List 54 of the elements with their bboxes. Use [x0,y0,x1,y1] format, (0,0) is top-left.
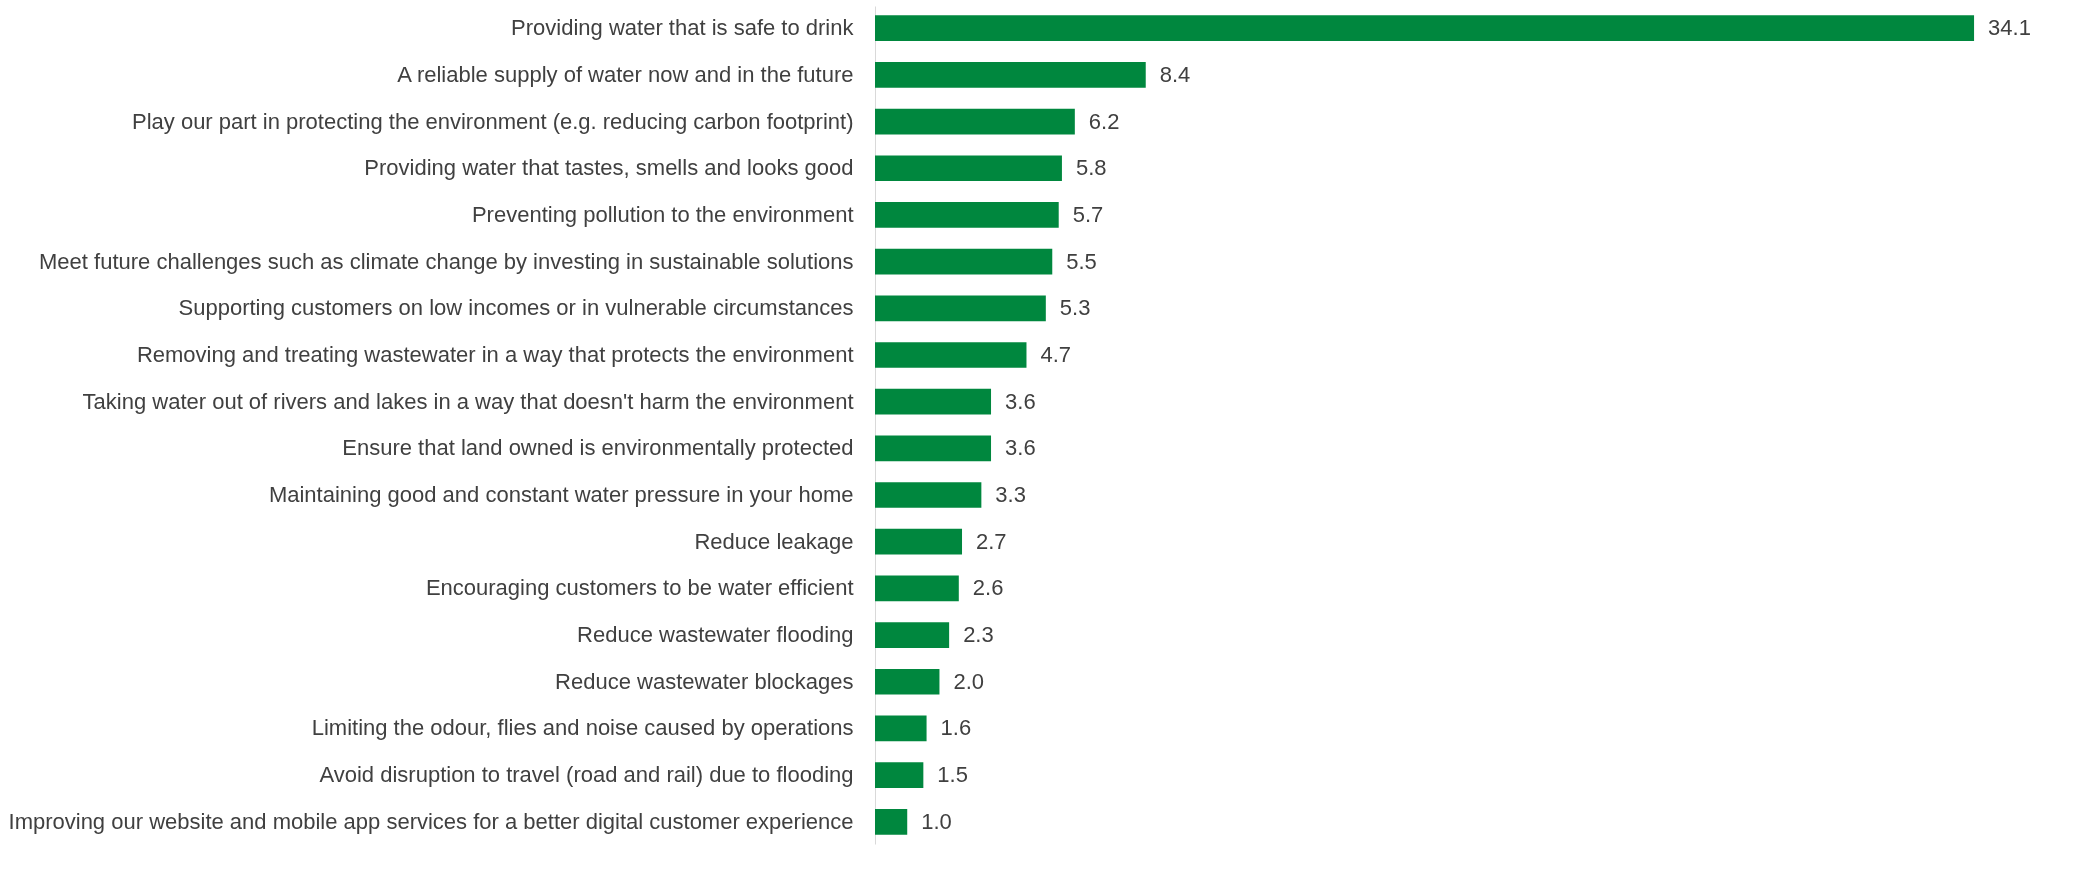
data-label: 5.3 [1059,295,1091,321]
bar [875,715,927,742]
data-label: 1.6 [940,715,972,741]
y-tick-label: Removing and treating wastewater in a way that protects the environment [136,341,854,367]
bar [875,668,940,695]
bar [875,808,908,835]
data-label: 4.7 [1040,341,1072,367]
bar [875,528,963,555]
bar [875,155,1062,182]
y-tick-label: Avoid disruption to travel (road and rail) due to flooding [319,762,854,788]
bar [875,342,1027,368]
y-tick-label: Providing water that is safe to drink [511,15,855,41]
y-tick-label: Meet future challenges such as climate change by investing in sustainable solutions [39,248,854,274]
data-label: 2.3 [963,622,994,648]
data-label: 3.6 [1005,388,1036,414]
y-tick-label: Reduce leakage [694,528,854,554]
y-tick-label: Limiting the odour, flies and noise caused by operations [311,715,854,741]
y-tick-label: Play our part in protecting the environment (e.g. reducing carbon footprint) [131,108,854,134]
bar [875,295,1046,322]
y-tick-label: Encouraging customers to be water efficient [425,575,854,601]
y-tick-label: Preventing pollution to the environment [471,201,854,227]
bar [875,248,1053,275]
data-label: 1.0 [921,808,952,834]
bar [875,388,992,415]
bar [875,435,992,462]
data-label: 2.6 [972,575,1004,601]
bar [875,62,1146,88]
data-label: 3.6 [1005,435,1036,461]
bar [875,482,982,508]
y-tick-label: Reduce wastewater blockages [555,668,854,694]
data-label: 6.2 [1088,108,1120,134]
bar [875,575,959,602]
data-label: 5.8 [1075,155,1107,181]
bar [875,108,1075,135]
data-label: 3.3 [995,482,1026,508]
data-label: 34.1 [1988,15,2031,41]
y-tick-label: Taking water out of rivers and lakes in a way that doesn't harm the environment [82,388,854,414]
bar [875,622,950,648]
data-label: 1.5 [937,762,968,788]
y-tick-label: Providing water that tastes, smells and looks good [364,155,854,181]
data-label: 2.7 [976,528,1007,554]
data-label: 5.7 [1072,201,1104,227]
y-tick-label: Maintaining good and constant water pressure in your home [268,482,854,508]
data-label: 5.5 [1066,248,1097,274]
y-tick-label: Improving our website and mobile app services for a better digital customer experience [8,808,854,834]
y-tick-label: Ensure that land owned is environmentally protected [342,435,854,461]
bar [875,202,1059,228]
data-label: 8.4 [1159,61,1191,87]
bar [875,15,1975,42]
data-label: 2.0 [953,668,985,694]
y-tick-label: Supporting customers on low incomes or in vulnerable circumstances [178,295,854,321]
bar [875,762,924,788]
y-tick-label: A reliable supply of water now and in the future [397,61,854,87]
y-tick-label: Reduce wastewater flooding [577,622,854,648]
